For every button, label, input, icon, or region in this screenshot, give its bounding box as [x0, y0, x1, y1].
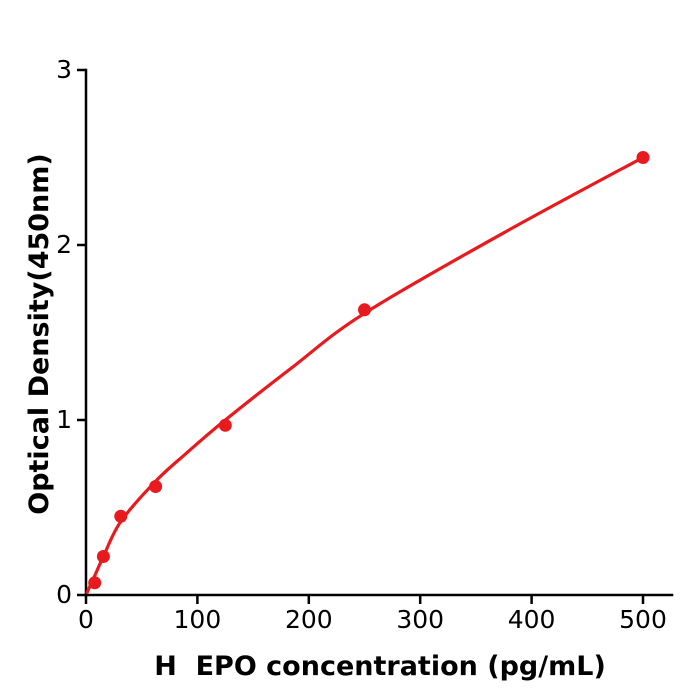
x-tick-label: 400: [507, 605, 556, 634]
axes: [77, 68, 674, 604]
data-point: [149, 480, 163, 493]
data-points-group: [88, 151, 650, 590]
data-point: [358, 303, 371, 317]
fit-curve-group: [85, 155, 645, 594]
fit-curve: [85, 155, 645, 594]
data-point: [636, 151, 650, 164]
y-tick-label: 1: [56, 405, 72, 434]
x-tick-label: 100: [173, 605, 222, 634]
x-tick-label: 0: [78, 605, 94, 634]
x-tick-label: 300: [396, 605, 445, 634]
x-tick-label: 200: [284, 605, 333, 634]
data-point: [96, 550, 110, 563]
data-point: [218, 418, 232, 432]
x-axis-title: H EPO concentration (pg/mL): [154, 651, 606, 682]
y-tick-label: 0: [56, 580, 72, 609]
x-tick-label: 500: [619, 605, 667, 634]
y-tick-label: 3: [56, 55, 72, 84]
y-tick-label: 2: [56, 230, 72, 259]
data-point: [88, 576, 102, 590]
y-axis-title: Optical Density(450nm): [24, 153, 55, 515]
data-point: [114, 509, 128, 523]
